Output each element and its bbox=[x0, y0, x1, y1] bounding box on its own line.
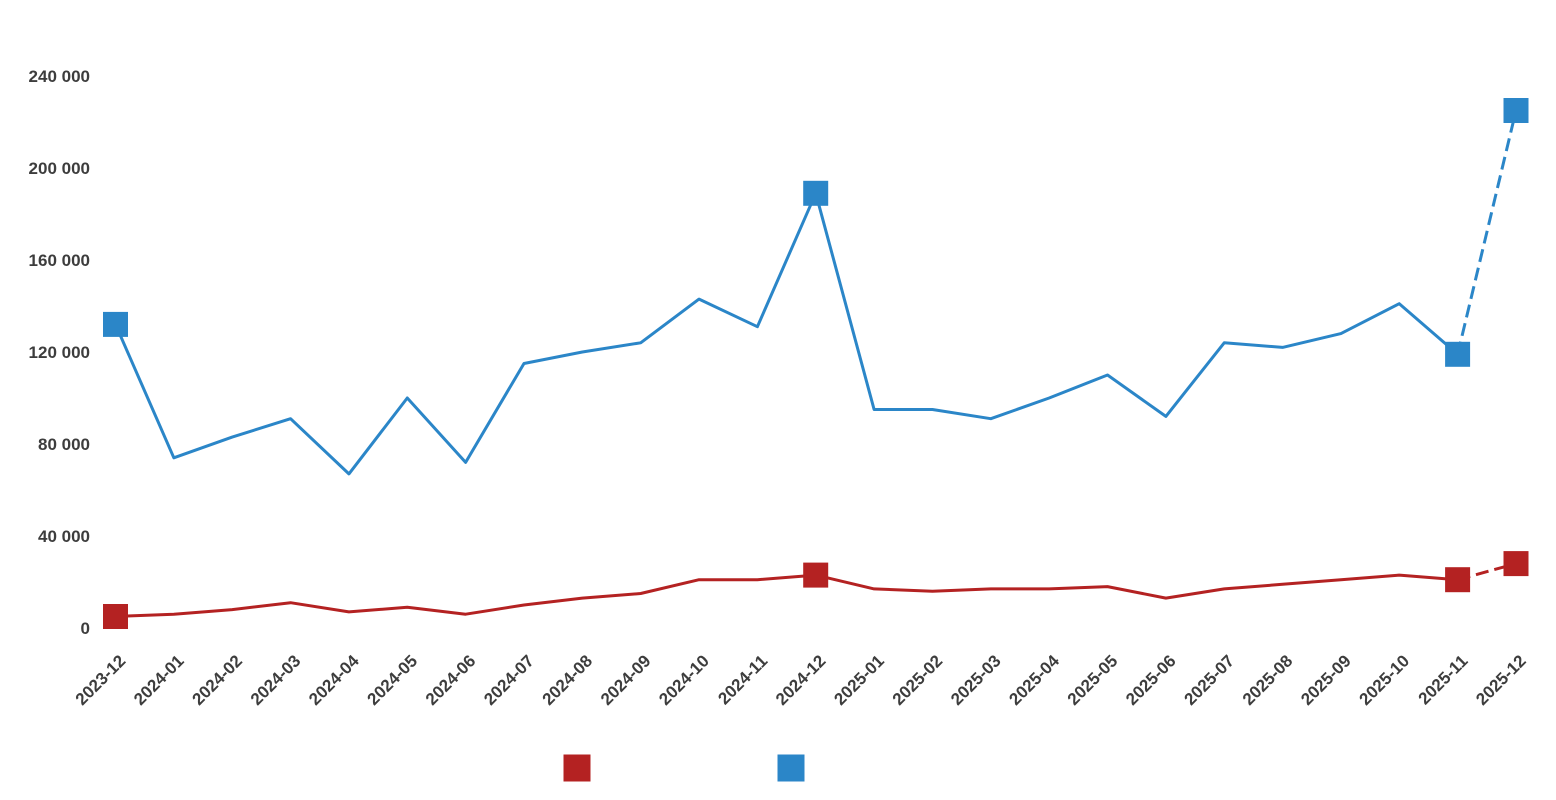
x-axis-tick-label: 2024-07 bbox=[480, 651, 538, 709]
red-series-marker bbox=[103, 604, 128, 629]
y-axis-tick-label: 160 000 bbox=[29, 251, 90, 270]
x-axis-tick-label: 2025-02 bbox=[889, 651, 947, 709]
x-axis-tick-label: 2024-09 bbox=[597, 651, 655, 709]
chart-legend bbox=[563, 754, 805, 782]
red-series-marker bbox=[1445, 567, 1471, 593]
x-axis-tick-label: 2024-06 bbox=[422, 651, 480, 709]
y-axis-tick-label: 0 bbox=[81, 619, 90, 638]
y-axis-tick-label: 80 000 bbox=[38, 435, 90, 454]
y-axis-tick-label: 240 000 bbox=[29, 67, 90, 86]
legend-swatch-red[interactable] bbox=[563, 754, 591, 782]
x-axis-tick-labels: 2023-12 2024-01 2024-02 2024-03 2024-04 2024-… bbox=[72, 651, 1530, 709]
blue-series-line bbox=[114, 191, 1459, 476]
blue-series-line-dashed bbox=[1456, 110, 1518, 355]
x-axis-tick-label: 2023-12 bbox=[72, 651, 130, 709]
y-axis-tick-label: 40 000 bbox=[38, 527, 90, 546]
x-axis-tick-label: 2025-01 bbox=[830, 651, 888, 709]
red-series-marker bbox=[803, 562, 829, 588]
x-axis-tick-label: 2025-12 bbox=[1472, 651, 1530, 709]
x-axis-tick-label: 2025-04 bbox=[1005, 651, 1063, 709]
x-axis-tick-label: 2025-10 bbox=[1356, 651, 1414, 709]
red-series-marker bbox=[1503, 551, 1529, 577]
x-axis-tick-label: 2025-05 bbox=[1064, 651, 1122, 709]
y-axis-tick-label: 200 000 bbox=[29, 159, 90, 178]
x-axis-tick-label: 2024-05 bbox=[364, 651, 422, 709]
series-layer bbox=[103, 98, 1529, 629]
x-axis-tick-label: 2025-07 bbox=[1181, 651, 1239, 709]
x-axis-tick-label: 2024-02 bbox=[188, 651, 246, 709]
x-axis-tick-label: 2024-11 bbox=[714, 651, 771, 708]
y-axis-tick-label: 120 000 bbox=[29, 343, 90, 362]
x-axis-tick-label: 2025-09 bbox=[1297, 651, 1355, 709]
x-axis-tick-label: 2024-04 bbox=[305, 651, 363, 709]
x-axis-tick-label: 2025-03 bbox=[947, 651, 1005, 709]
blue-series-marker bbox=[103, 311, 128, 337]
blue-series-marker bbox=[803, 180, 829, 206]
x-axis-tick-label: 2024-10 bbox=[655, 651, 713, 709]
x-axis-tick-label: 2024-01 bbox=[130, 651, 188, 709]
red-series-line bbox=[115, 573, 1458, 618]
x-axis-tick-label: 2024-08 bbox=[539, 651, 597, 709]
y-axis-tick-labels: 0 40 000 80 000 120 000 160 000 200 000 240 00… bbox=[29, 67, 90, 638]
x-axis-tick-label: 2024-12 bbox=[772, 651, 830, 709]
x-axis-tick-label: 2025-06 bbox=[1122, 651, 1180, 709]
blue-series-marker bbox=[1503, 98, 1529, 123]
blue-series-marker bbox=[1445, 341, 1471, 367]
legend-swatch-blue[interactable] bbox=[777, 754, 805, 782]
x-axis-tick-label: 2025-11 bbox=[1415, 651, 1472, 708]
x-axis-tick-label: 2025-08 bbox=[1239, 651, 1297, 709]
x-axis-tick-label: 2024-03 bbox=[247, 651, 305, 709]
